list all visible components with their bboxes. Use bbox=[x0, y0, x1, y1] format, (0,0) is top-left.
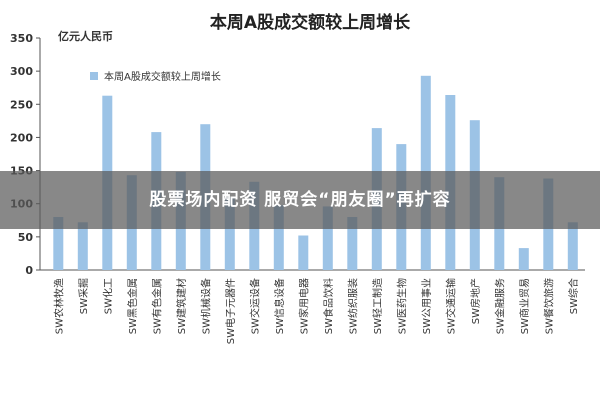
y-tick-label: 50 bbox=[18, 231, 34, 244]
bar bbox=[347, 217, 358, 270]
x-tick-label: SW综合 bbox=[567, 278, 580, 314]
y-tick-label: 350 bbox=[10, 32, 33, 45]
legend: 本周A股成交额较上周增长 bbox=[90, 70, 221, 83]
bar bbox=[567, 222, 578, 270]
x-tick-label: SW建筑建材 bbox=[175, 278, 188, 334]
x-tick-label: SW黑色金属 bbox=[126, 278, 139, 334]
x-tick-label: SW医药生物 bbox=[395, 278, 408, 334]
y-tick-label: 0 bbox=[25, 264, 33, 277]
x-tick-label: SW轻工制造 bbox=[371, 278, 384, 334]
x-tick-label: SW机械设备 bbox=[199, 278, 212, 334]
legend-swatch bbox=[90, 72, 98, 80]
bar bbox=[322, 206, 333, 270]
chart-title: 本周A股成交额较上周增长 bbox=[210, 12, 411, 33]
bar bbox=[53, 217, 64, 270]
y-tick-label: 200 bbox=[10, 131, 33, 144]
caption-text: 股票场内配资 服贸会“朋友圈”再扩容 bbox=[149, 190, 451, 210]
x-tick-label: SW农林牧渔 bbox=[52, 278, 65, 334]
x-tick-label: SW交通运输 bbox=[444, 278, 457, 334]
y-tick-label: 250 bbox=[10, 98, 33, 111]
x-tick-label: SW有色金属 bbox=[150, 278, 163, 334]
caption-band bbox=[0, 171, 600, 229]
bar bbox=[77, 222, 88, 270]
bar bbox=[273, 205, 284, 270]
x-tick-labels: SW农林牧渔 SW采掘 SW化工 SW黑色金属 SW有色金属 SW建筑建材 SW机械设备 SW… bbox=[52, 278, 580, 344]
x-tick-label: SW公用事业 bbox=[420, 278, 433, 334]
y-axis-unit-label: 亿元人民币 bbox=[58, 29, 113, 43]
x-tick-label: SW家用电器 bbox=[297, 278, 310, 334]
x-tick-label: SW信息设备 bbox=[273, 278, 286, 334]
x-tick-label: SW采掘 bbox=[77, 278, 90, 314]
x-tick-label: SW金融服务 bbox=[493, 278, 506, 334]
x-tick-label: SW餐饮旅游 bbox=[542, 278, 555, 334]
y-tick-label: 300 bbox=[10, 65, 33, 78]
x-tick-label: SW纺织服装 bbox=[346, 278, 359, 334]
x-tick-label: SW房地产 bbox=[469, 278, 482, 324]
bar bbox=[298, 235, 309, 270]
x-tick-label: SW交运设备 bbox=[248, 278, 261, 334]
x-tick-label: SW商业贸易 bbox=[518, 278, 531, 334]
x-tick-label: SW化工 bbox=[101, 278, 114, 314]
legend-label: 本周A股成交额较上周增长 bbox=[104, 70, 221, 83]
x-tick-label: SW电子元器件 bbox=[224, 278, 237, 344]
x-tick-label: SW食品饮料 bbox=[322, 278, 335, 334]
bar bbox=[518, 248, 529, 270]
bar bbox=[224, 197, 235, 270]
